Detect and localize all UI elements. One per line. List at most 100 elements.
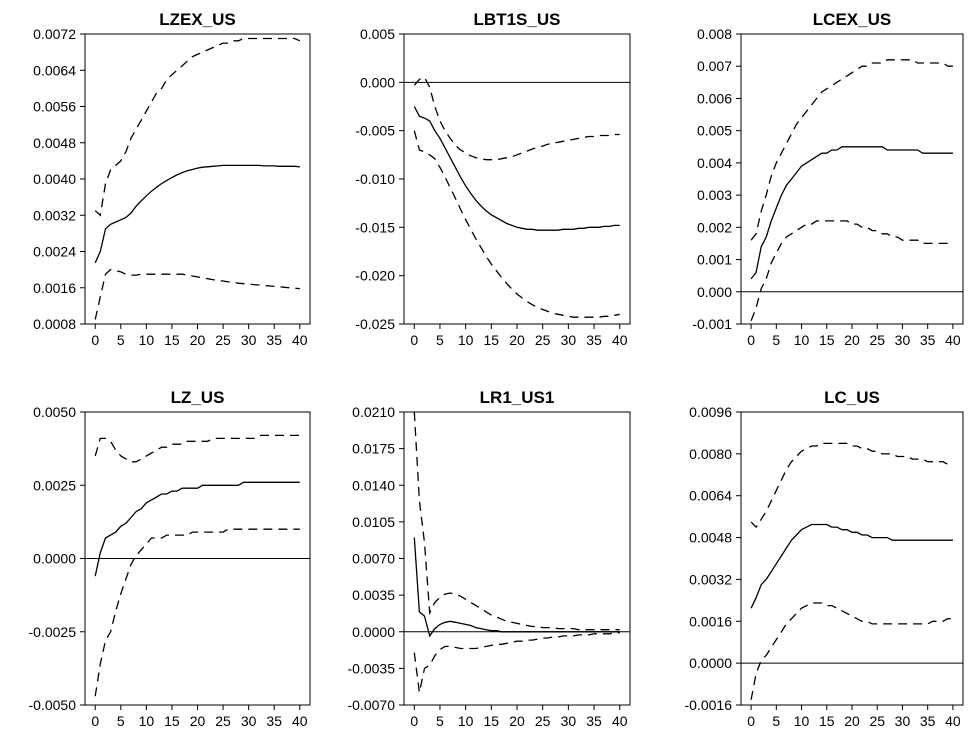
y-tick-label: -0.005 [355, 123, 395, 139]
response-line [750, 146, 953, 280]
chart-title: LBT1S_US [474, 10, 561, 29]
chart-title: LCEX_US [813, 10, 891, 29]
x-tick-label: 40 [945, 713, 961, 729]
y-tick-label: 0.0210 [352, 404, 395, 420]
y-tick-label: 0.0040 [33, 171, 76, 187]
y-tick-label: -0.001 [692, 316, 732, 332]
y-tick-label: -0.0035 [348, 660, 396, 676]
confidence-band-line [750, 602, 953, 700]
response-line [94, 164, 300, 264]
y-tick-label: 0.004 [697, 155, 732, 171]
confidence-band-line [413, 130, 620, 318]
x-tick-label: 15 [484, 332, 500, 348]
y-tick-label: 0.000 [697, 284, 732, 300]
confidence-band-line [750, 220, 953, 322]
confidence-band-line [94, 528, 300, 697]
x-tick-label: 20 [190, 713, 206, 729]
response-line [94, 481, 300, 577]
y-tick-label: 0.0064 [689, 488, 732, 504]
x-tick-label: 10 [458, 332, 474, 348]
y-tick-label: -0.0050 [29, 697, 77, 713]
x-tick-label: 10 [794, 713, 810, 729]
confidence-band-line [94, 434, 300, 463]
y-tick-label: 0.005 [360, 26, 395, 42]
x-tick-label: 5 [436, 713, 444, 729]
x-tick-label: 20 [844, 332, 860, 348]
chart-panel: LR1_US1 -0.0070 -0.0035 0.0000 0.0035 0.0070 0… [348, 388, 631, 729]
x-tick-label: 5 [117, 332, 125, 348]
chart-title: LC_US [824, 388, 880, 407]
x-tick-label: 30 [895, 713, 911, 729]
y-tick-label: -0.010 [355, 171, 395, 187]
x-tick-label: 25 [215, 332, 231, 348]
x-tick-label: 40 [945, 332, 961, 348]
plot-frame [403, 33, 631, 325]
x-tick-label: 10 [794, 332, 810, 348]
plot-frame [740, 33, 964, 325]
y-tick-label: 0.0064 [33, 62, 76, 78]
y-tick-label: 0.0000 [33, 551, 76, 567]
x-tick-label: 30 [241, 713, 257, 729]
response-line [413, 106, 620, 231]
x-tick-label: 10 [139, 332, 155, 348]
y-tick-label: 0.0072 [33, 26, 76, 42]
x-tick-label: 0 [410, 332, 418, 348]
x-tick-label: 40 [612, 332, 628, 348]
y-tick-label: 0.0024 [33, 244, 76, 260]
y-tick-label: 0.006 [697, 90, 732, 106]
y-tick-label: -0.0070 [348, 697, 396, 713]
y-tick-label: 0.0105 [352, 514, 395, 530]
x-tick-label: 35 [586, 332, 602, 348]
x-tick-label: 25 [215, 713, 231, 729]
y-tick-label: 0.007 [697, 58, 732, 74]
y-tick-label: -0.0016 [685, 697, 733, 713]
x-tick-label: 35 [920, 332, 936, 348]
chart-title: LR1_US1 [480, 388, 555, 407]
y-tick-label: -0.025 [355, 316, 395, 332]
chart-panel: LZEX_US 0.0008 0.0016 0.0024 0.0032 0.0040 0.0… [33, 10, 311, 348]
x-tick-label: 10 [458, 713, 474, 729]
x-tick-label: 35 [920, 713, 936, 729]
y-tick-label: -0.015 [355, 219, 395, 235]
y-tick-label: 0.0056 [33, 99, 76, 115]
plot-frame [740, 411, 964, 706]
y-tick-label: 0.008 [697, 26, 732, 42]
x-tick-label: 0 [747, 713, 755, 729]
y-tick-label: 0.0140 [352, 477, 395, 493]
x-tick-label: 40 [612, 713, 628, 729]
x-tick-label: 30 [241, 332, 257, 348]
x-tick-label: 20 [844, 713, 860, 729]
y-tick-label: 0.001 [697, 252, 732, 268]
x-tick-label: 0 [91, 332, 99, 348]
x-tick-label: 15 [164, 713, 180, 729]
y-tick-label: 0.0080 [689, 446, 732, 462]
y-tick-label: 0.0000 [352, 624, 395, 640]
y-tick-label: 0.0008 [33, 316, 76, 332]
y-tick-label: 0.0000 [689, 655, 732, 671]
x-tick-label: 40 [292, 332, 308, 348]
x-tick-label: 10 [139, 713, 155, 729]
chart-panel: LC_US -0.0016 0.0000 0.0016 0.0032 0.0048 0.00… [685, 388, 964, 729]
x-tick-label: 40 [292, 713, 308, 729]
y-tick-label: 0.000 [360, 74, 395, 90]
chart-title: LZ_US [171, 388, 225, 407]
x-tick-label: 25 [869, 332, 885, 348]
x-tick-label: 20 [509, 713, 525, 729]
y-tick-label: -0.0025 [29, 624, 77, 640]
x-tick-label: 25 [535, 332, 551, 348]
x-tick-label: 15 [819, 332, 835, 348]
chart-title: LZEX_US [159, 10, 236, 29]
y-tick-label: 0.0048 [689, 530, 732, 546]
y-tick-label: 0.0050 [33, 404, 76, 420]
x-tick-label: 20 [190, 332, 206, 348]
confidence-band-line [94, 268, 300, 320]
response-line [413, 537, 620, 638]
x-tick-label: 35 [266, 332, 282, 348]
y-tick-label: 0.002 [697, 219, 732, 235]
x-tick-label: 30 [561, 713, 577, 729]
x-tick-label: 15 [819, 713, 835, 729]
y-tick-label: 0.003 [697, 187, 732, 203]
x-tick-label: 5 [772, 713, 780, 729]
x-tick-label: 30 [895, 332, 911, 348]
